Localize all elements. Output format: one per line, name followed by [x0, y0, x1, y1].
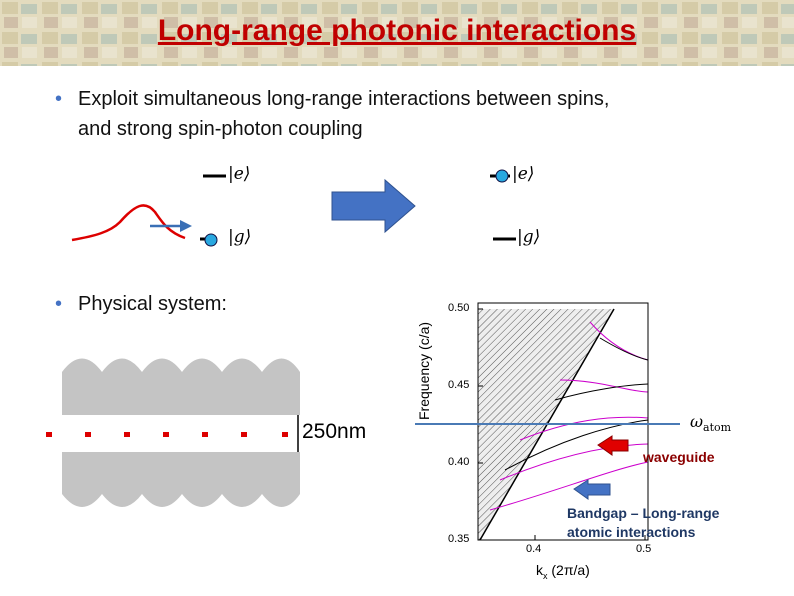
y-axis-label-text: Frequency (c/a) [416, 321, 432, 420]
gap-label: 250nm [302, 420, 367, 443]
x-tick-label: 0.4 [526, 543, 542, 555]
photon-arrowhead [180, 220, 192, 232]
bandgap-arrow [573, 479, 611, 500]
y-tick-label: 0.40 [448, 456, 470, 468]
title-banner [0, 0, 794, 66]
transition-arrow [331, 178, 416, 234]
atom-ground [204, 233, 218, 247]
waveguide-note: waveguide [643, 449, 715, 465]
x-tick-label: 0.5 [636, 543, 652, 555]
state-label: |e⟩ [512, 164, 535, 184]
bullet-line: and strong spin-photon coupling [78, 118, 363, 140]
x-axis-label: kx (2π/a) [536, 562, 590, 581]
bandgap-note: atomic interactions [567, 524, 696, 540]
atom-excited [495, 169, 509, 183]
atom-label-symbol: ω [690, 412, 704, 431]
bullet-mark: • [55, 88, 63, 110]
slide-title: Long-range photonic interactions [157, 14, 637, 47]
photon-wavepacket [71, 204, 186, 242]
bullet-mark: • [55, 293, 63, 315]
y-tick-label: 0.50 [448, 302, 470, 314]
x-axis-label-unit: (2π/a) [551, 562, 590, 578]
y-tick-label: 0.35 [448, 533, 470, 545]
state-label: |g⟩ [517, 227, 541, 247]
atom-dots [46, 432, 288, 437]
atom-label-sub: atom [703, 421, 732, 435]
y-tick-label: 0.45 [448, 379, 470, 391]
bullet-line: Physical system: [78, 293, 227, 315]
bandgap-note: Bandgap – Long-range [567, 505, 720, 521]
state-label: |e⟩ [228, 164, 251, 184]
waveguide-arrow [597, 435, 629, 456]
x-axis-label-sub: x [543, 570, 548, 581]
state-label: |g⟩ [228, 227, 252, 247]
y-axis-label: Frequency (c/a) [416, 322, 432, 420]
atom-label: ωatom [690, 412, 731, 434]
x-axis-label-main: k [536, 562, 543, 578]
bullet-line: Exploit simultaneous long-range interact… [78, 88, 610, 110]
waveguide-figure [62, 358, 300, 507]
